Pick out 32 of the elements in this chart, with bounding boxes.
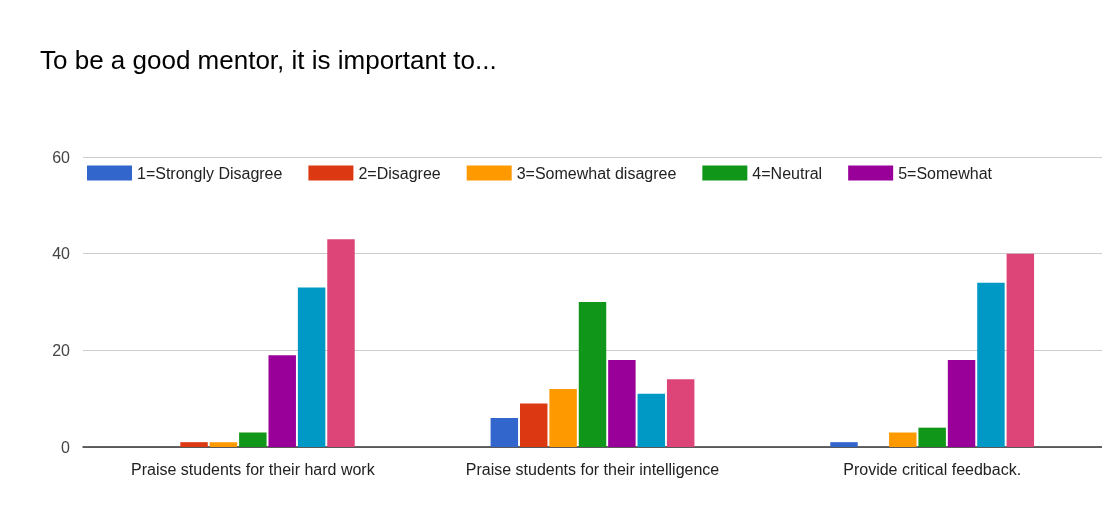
x-tick-label: Provide critical feedback.	[843, 460, 1022, 478]
bar	[830, 442, 858, 447]
x-tick-label: Praise students for their intelligence	[465, 460, 720, 478]
bar	[490, 418, 519, 447]
bar	[977, 282, 1005, 447]
bar	[327, 239, 355, 447]
bar	[608, 360, 636, 447]
bar	[637, 393, 666, 447]
bar	[918, 427, 946, 447]
bar	[297, 287, 326, 447]
bar	[947, 360, 976, 447]
bar	[549, 389, 577, 447]
y-tick-label: 0	[61, 438, 71, 456]
legend-label: 5=Somewhat	[898, 164, 993, 182]
bar	[239, 432, 267, 447]
bar	[889, 432, 917, 447]
bar	[666, 379, 695, 447]
bar	[209, 442, 238, 447]
legend-label: 2=Disagree	[358, 164, 441, 182]
y-tick-label: 60	[52, 148, 71, 166]
x-tick-label: Praise students for their hard work	[131, 460, 376, 478]
bar	[1006, 253, 1035, 447]
bar	[268, 355, 296, 447]
bar	[578, 302, 607, 447]
y-tick-label: 40	[52, 245, 71, 263]
y-tick-label: 20	[52, 341, 71, 359]
legend-label: 4=Neutral	[752, 164, 823, 182]
legend-label: 1=Strongly Disagree	[137, 164, 283, 182]
chart-title: To be a good mentor, it is important to...	[40, 45, 497, 75]
legend-label: 3=Somewhat disagree	[516, 164, 677, 182]
bar	[519, 403, 548, 447]
bar	[180, 442, 208, 447]
